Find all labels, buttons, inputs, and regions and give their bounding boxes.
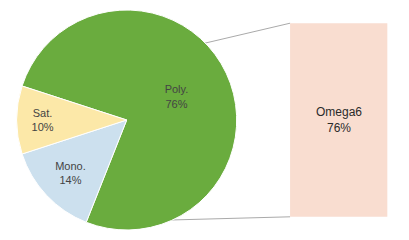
- svg-text:Mono.14%: Mono.14%: [55, 160, 86, 186]
- svg-text:Omega676%: Omega676%: [316, 105, 362, 135]
- svg-text:Poly.76%: Poly.76%: [165, 83, 189, 109]
- svg-text:Sat.10%: Sat.10%: [32, 107, 54, 133]
